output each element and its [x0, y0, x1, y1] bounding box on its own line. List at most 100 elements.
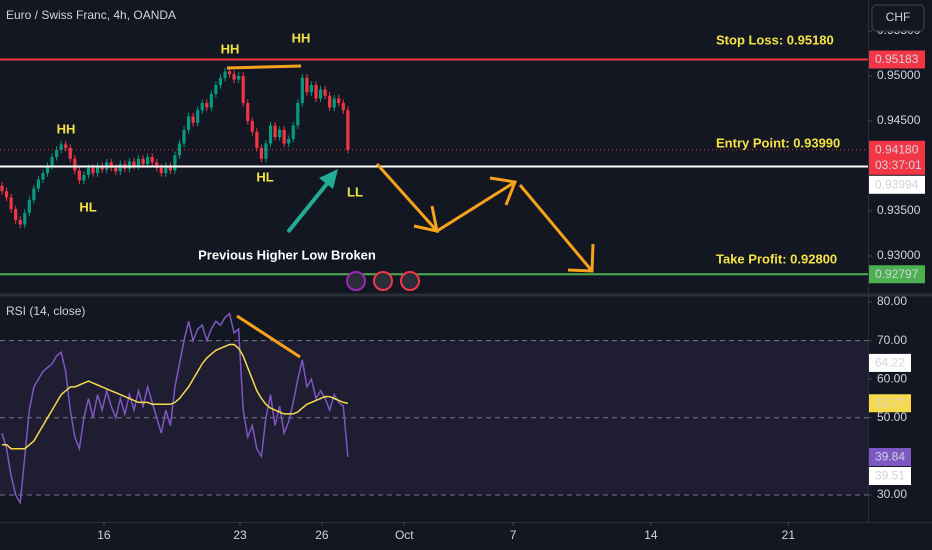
y-tick-label: 70.00	[877, 333, 907, 347]
candle-body	[328, 95, 332, 108]
x-tick-label: 7	[510, 528, 517, 542]
candle-body	[155, 162, 159, 168]
price-tag	[869, 175, 925, 194]
candle-body	[296, 102, 300, 126]
rsi-tag-label: 39.84	[875, 450, 905, 464]
candle-body	[186, 116, 191, 130]
candle-body	[287, 138, 291, 144]
price-tag-label: 0.95183	[875, 52, 919, 66]
price-pane	[0, 58, 868, 276]
candle-body	[250, 120, 254, 132]
currency-label[interactable]: CHF	[886, 10, 911, 24]
candle-body	[277, 129, 282, 138]
candle-body	[50, 156, 54, 166]
rsi-tag-label: 64.22	[875, 356, 905, 370]
candle-body	[177, 143, 182, 156]
candle-body	[18, 219, 22, 225]
y-tick-label: 30.00	[877, 487, 907, 501]
candle-body	[86, 167, 91, 175]
candle-body	[68, 147, 72, 159]
candle-body	[95, 165, 100, 174]
pointer-arrow	[286, 178, 332, 234]
price-tag-label: 0.92797	[875, 267, 919, 281]
rsi-tag	[869, 394, 911, 413]
y-tick-label: 60.00	[877, 371, 907, 385]
candle-body	[164, 165, 168, 174]
candle-body	[59, 144, 63, 150]
candle-body	[173, 155, 177, 171]
candle-body	[132, 161, 136, 166]
candle-body	[0, 185, 4, 192]
x-tick-label: 16	[97, 528, 111, 542]
rsi-tag-label: 53.77	[875, 396, 905, 410]
candle-body	[4, 191, 9, 198]
candle-body	[314, 84, 318, 99]
candle-body	[273, 125, 277, 138]
candle-body	[341, 102, 345, 111]
price-tag-label: 0.93994	[875, 177, 919, 191]
arrow-head	[489, 176, 518, 206]
candle-body	[168, 165, 172, 171]
candle-body	[91, 167, 95, 174]
event-icon[interactable]	[346, 271, 366, 291]
candle-body	[241, 75, 245, 103]
candle-body	[282, 129, 286, 144]
countdown: 03:37:01	[875, 158, 922, 172]
x-tick-label: 14	[644, 528, 658, 542]
rsi-tag	[869, 353, 911, 372]
event-icon[interactable]	[373, 271, 393, 291]
candle-body	[346, 110, 350, 150]
candle-body	[305, 77, 309, 93]
candle-body	[127, 161, 132, 169]
candle-body	[255, 131, 259, 148]
level-note: Take Profit: 0.92800	[716, 251, 837, 266]
annotation: HH	[221, 41, 240, 56]
candle-body	[82, 174, 86, 181]
y-tick-label: 80.00	[877, 294, 907, 308]
candle-body	[200, 102, 204, 111]
rsi-line	[2, 343, 349, 450]
annotation: HL	[256, 169, 273, 184]
annotation: LL	[347, 184, 363, 199]
y-tick-label: 0.95000	[877, 68, 921, 82]
candle-body	[41, 173, 45, 180]
candle-body	[9, 197, 13, 210]
candle-body	[309, 84, 314, 93]
y-tick-label: 50.00	[877, 410, 907, 424]
candle-body	[264, 143, 268, 159]
candle-body	[159, 167, 163, 174]
level-note: Entry Point: 0.93990	[716, 135, 840, 150]
y-tick-label: 0.94500	[877, 113, 921, 127]
candle-body	[337, 98, 341, 103]
price-tag	[869, 50, 925, 69]
x-tick-label: 21	[782, 528, 796, 542]
candle-body	[32, 188, 36, 201]
rsi-line	[1, 312, 349, 506]
annotation: HL	[79, 199, 96, 214]
candle-body	[77, 170, 81, 181]
candle-body	[114, 167, 118, 172]
candle-body	[141, 158, 145, 165]
event-icon[interactable]	[400, 271, 420, 291]
candle-body	[118, 164, 122, 172]
candle-body	[27, 200, 31, 213]
y-tick-label: 0.93500	[877, 203, 921, 217]
candle-body	[23, 212, 27, 225]
candle-body	[318, 89, 323, 99]
currency-button[interactable]	[871, 4, 925, 32]
candle-body	[109, 162, 113, 168]
candle-body	[218, 77, 223, 85]
candle-body	[146, 156, 150, 165]
annotation: HH	[57, 121, 76, 136]
annotation: HH	[292, 30, 311, 45]
event-icons	[346, 271, 420, 291]
candle-body	[182, 129, 186, 144]
candle-body	[268, 125, 273, 144]
candle-body	[332, 98, 336, 108]
rsi-tag	[869, 448, 911, 467]
x-tick-label: 23	[233, 528, 247, 542]
candle-body	[136, 158, 141, 166]
rsi-title: RSI (14, close)	[6, 304, 85, 318]
